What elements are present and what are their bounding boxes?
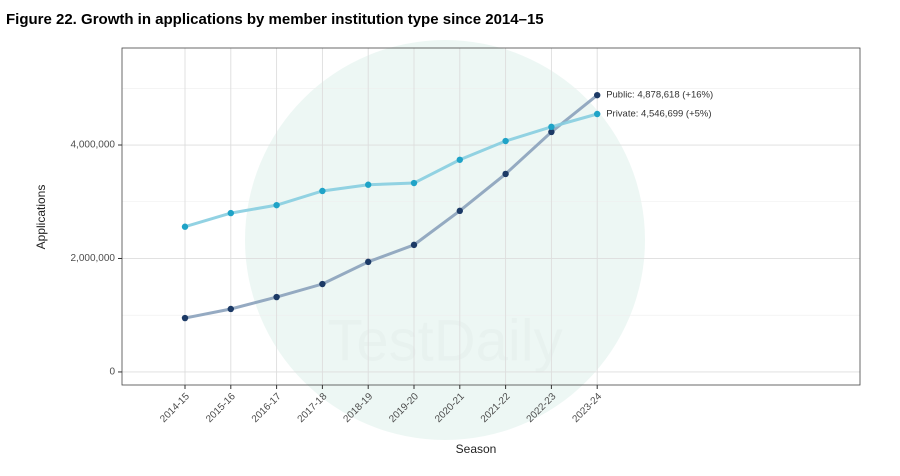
grid [122, 48, 860, 385]
point [456, 207, 463, 215]
point [181, 223, 189, 230]
point [227, 305, 234, 313]
end-label: Private: 4,546,699 (+5%) [606, 109, 711, 120]
point [227, 209, 234, 217]
point [365, 181, 372, 188]
y-axis-title: Applications [34, 185, 48, 250]
watermark: TestDaily [327, 308, 562, 373]
point [548, 123, 555, 131]
x-tick-label: 2015-16 [204, 391, 238, 425]
y-tick-label: 2,000,000 [71, 253, 116, 264]
plot-panel [121, 47, 861, 386]
point [594, 91, 601, 99]
point [410, 179, 418, 187]
point [594, 110, 601, 118]
point [319, 187, 326, 195]
x-axis-title: Season [456, 442, 497, 456]
point [456, 156, 463, 163]
point [502, 137, 509, 145]
x-tick-label: 2016-17 [250, 391, 284, 425]
end-label: Public: 4,878,618 (+16%) [606, 90, 713, 101]
y-tick-label: 0 [109, 367, 115, 378]
series-line [184, 112, 598, 229]
point [319, 280, 326, 288]
point [502, 170, 509, 178]
point [273, 201, 280, 209]
x-tick-label: 2014-15 [158, 391, 192, 425]
point [365, 258, 372, 266]
point [181, 314, 189, 322]
chart-title: Figure 22. Growth in applications by mem… [6, 11, 544, 28]
point [273, 293, 280, 301]
y-tick-label: 4,000,000 [71, 140, 116, 151]
point [410, 241, 418, 249]
x-tick-label: 2017-18 [296, 391, 330, 425]
point [548, 128, 555, 136]
watermark-circle [245, 40, 645, 440]
x-tick-label: 2023-24 [570, 391, 604, 425]
series-line [184, 93, 599, 320]
